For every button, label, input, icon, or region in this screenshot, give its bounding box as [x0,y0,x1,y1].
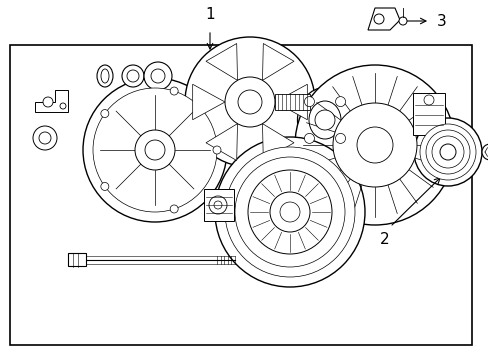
Circle shape [93,88,217,212]
Circle shape [39,132,51,144]
Circle shape [215,137,364,287]
Circle shape [122,65,143,87]
Circle shape [481,144,488,160]
Circle shape [304,134,314,143]
Circle shape [304,96,314,107]
FancyBboxPatch shape [412,93,444,135]
Circle shape [127,70,139,82]
Polygon shape [367,8,399,30]
Circle shape [43,97,53,107]
Ellipse shape [101,69,109,83]
Circle shape [143,62,172,90]
Polygon shape [262,123,293,161]
Circle shape [280,202,299,222]
Circle shape [101,109,109,118]
Circle shape [101,183,109,190]
Circle shape [33,126,57,150]
Circle shape [214,201,222,209]
Circle shape [135,130,175,170]
Polygon shape [274,94,309,110]
Circle shape [151,69,164,83]
Circle shape [439,144,455,160]
Circle shape [213,146,221,154]
Circle shape [294,65,454,225]
Circle shape [373,14,383,24]
Circle shape [425,130,469,174]
Circle shape [356,127,392,163]
Circle shape [332,103,416,187]
Ellipse shape [308,101,340,139]
Circle shape [235,157,345,267]
Polygon shape [192,84,224,120]
Circle shape [224,77,274,127]
Circle shape [419,124,475,180]
Circle shape [170,205,178,213]
Circle shape [413,118,481,186]
Polygon shape [35,90,68,112]
Text: 3: 3 [436,14,446,28]
Bar [10,45,471,345]
Circle shape [423,95,433,105]
Circle shape [184,37,314,167]
Text: 2: 2 [379,232,389,247]
Circle shape [238,90,262,114]
Circle shape [60,103,66,109]
Circle shape [431,136,463,168]
Circle shape [314,110,334,130]
Circle shape [269,192,309,232]
Circle shape [224,147,354,277]
Text: 1: 1 [205,7,214,22]
Polygon shape [205,123,237,161]
FancyBboxPatch shape [203,189,234,221]
Polygon shape [205,44,237,80]
Circle shape [145,140,164,160]
Polygon shape [274,84,306,120]
Ellipse shape [297,87,352,153]
Circle shape [247,170,331,254]
Circle shape [335,134,345,143]
Circle shape [208,196,226,214]
Circle shape [335,96,345,107]
FancyBboxPatch shape [68,253,86,266]
Ellipse shape [97,65,113,87]
Circle shape [398,17,406,25]
Circle shape [83,78,226,222]
Polygon shape [262,44,293,80]
Circle shape [170,87,178,95]
